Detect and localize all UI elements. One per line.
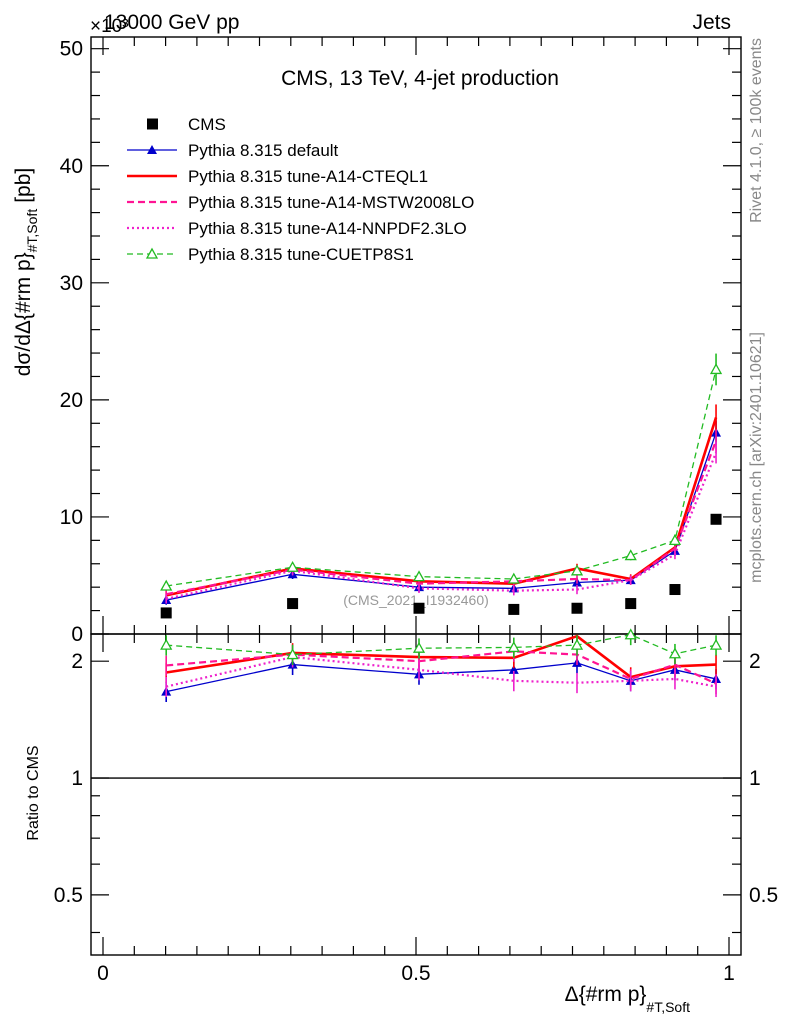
ratio-point-cuetp xyxy=(624,628,637,640)
mcplots-label: mcplots.cern.ch [arXiv:2401.10621] xyxy=(748,332,765,583)
y-axis-title-unit: [pb] xyxy=(12,168,35,203)
ratio-point-default xyxy=(508,664,519,674)
y-axis-title-main: dσ/dΔ{#rm p} xyxy=(12,252,35,376)
cms-data-point xyxy=(160,607,172,619)
ratio-point-cuetp xyxy=(160,638,173,650)
analysis-id-label: (CMS_2021_I1932460) xyxy=(343,592,489,608)
ratio-point-cuetp xyxy=(412,641,426,653)
cms-data-point xyxy=(413,602,425,614)
cms-data-point xyxy=(710,513,722,525)
cms-data-point xyxy=(669,584,681,596)
ratio-plot-frame xyxy=(90,633,742,956)
y-exponent-label: ×10³ xyxy=(90,16,129,37)
cms-data-point xyxy=(571,602,583,614)
series-point-cuetp xyxy=(160,579,173,591)
legend-label-mstw: Pythia 8.315 tune-A14-MSTW2008LO xyxy=(188,193,474,212)
legend-label-cms: CMS xyxy=(188,115,226,134)
y-tick-label: 30 xyxy=(60,272,83,295)
ratio-line-cteql1 xyxy=(166,634,717,679)
jets-label: Jets xyxy=(692,11,731,34)
ratio-line-nnpdf xyxy=(165,655,717,688)
ratio-y-tick-label: 2 xyxy=(71,650,83,673)
x-tick-label: 0.5 xyxy=(401,962,430,985)
series-point-cuetp xyxy=(412,570,426,582)
legend-marker-cuetp xyxy=(145,247,159,259)
ratio-y-tick-label: 0.5 xyxy=(54,884,83,907)
y-tick-label: 20 xyxy=(60,389,83,412)
series-point-cuetp xyxy=(709,363,723,375)
x-tick-label: 0 xyxy=(97,962,109,985)
ratio-y-tick-label-right: 2 xyxy=(749,650,761,673)
ratio-line-default xyxy=(166,662,717,693)
cms-data-point xyxy=(625,598,637,610)
y-axis-title-sub: #T,Soft xyxy=(24,209,40,253)
series-line-default xyxy=(166,432,717,601)
series-point-cuetp xyxy=(624,549,637,561)
legend-label-nnpdf: Pythia 8.315 tune-A14-NNPDF2.3LO xyxy=(188,219,467,238)
y-tick-label: 50 xyxy=(60,38,83,61)
legend-label-default: Pythia 8.315 default xyxy=(188,141,339,160)
ratio-line-mstw xyxy=(166,650,717,685)
legend-label-cuetp: Pythia 8.315 tune-CUETP8S1 xyxy=(188,245,414,264)
ratio-y-tick-label-right: 1 xyxy=(749,767,761,790)
series-line-nnpdf xyxy=(165,452,718,600)
ratio-point-cuetp xyxy=(668,647,682,659)
rivet-version-label: Rivet 4.1.0, ≥ 100k events xyxy=(748,38,765,223)
x-axis-title-main: Δ{#rm p} xyxy=(565,983,647,1006)
x-tick-label: 1 xyxy=(723,962,735,985)
ratio-y-tick-label-right: 0.5 xyxy=(749,884,778,907)
legend-marker-cms xyxy=(147,118,158,130)
ratio-axis-title: Ratio to CMS xyxy=(25,745,42,840)
series-point-cuetp xyxy=(668,534,682,546)
x-axis-title: Δ{#rm p}#T,Soft xyxy=(565,983,690,1015)
y-tick-label: 40 xyxy=(60,155,83,178)
series-point-cuetp xyxy=(507,572,520,584)
cms-data-point xyxy=(287,598,299,610)
series-line-mstw xyxy=(165,440,718,596)
ratio-y-tick-label: 1 xyxy=(71,767,83,790)
y-tick-label: 0 xyxy=(71,623,83,646)
legend-marker-default xyxy=(147,145,157,154)
ratio-point-cuetp xyxy=(286,648,299,660)
x-axis-title-sub: #T,Soft xyxy=(646,999,690,1015)
y-tick-label: 10 xyxy=(60,506,83,529)
series-point-cuetp xyxy=(286,560,299,572)
series-line-cuetp xyxy=(166,369,717,587)
ratio-point-cuetp xyxy=(507,641,520,653)
series-line-cteql1 xyxy=(165,417,718,597)
cms-data-point xyxy=(508,603,520,615)
chart-title: CMS, 13 TeV, 4-jet production xyxy=(281,67,559,90)
legend-label-cteql1: Pythia 8.315 tune-A14-CTEQL1 xyxy=(188,167,428,186)
ratio-point-cuetp xyxy=(570,638,584,650)
series-point-cuetp xyxy=(570,564,584,576)
ratio-point-cuetp xyxy=(709,638,723,650)
beam-energy-label: 13000 GeV pp xyxy=(104,11,239,34)
y-axis-title: dσ/dΔ{#rm p}#T,Soft [pb] xyxy=(12,168,40,377)
